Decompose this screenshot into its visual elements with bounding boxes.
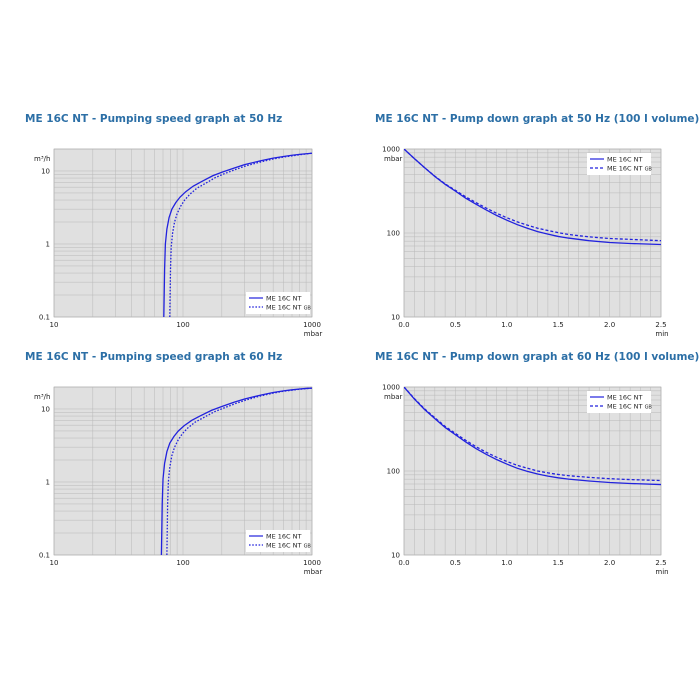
y-tick-label: 0.1 bbox=[39, 314, 50, 322]
x-tick-label: 10 bbox=[50, 559, 59, 567]
x-tick-label: 1.5 bbox=[553, 559, 564, 567]
y-tick-label: 100 bbox=[387, 230, 400, 238]
y-tick-label: 10 bbox=[41, 405, 50, 413]
chart-panel-speed-50: ME 16C NT - Pumping speed graph at 50 Hz… bbox=[25, 113, 365, 338]
y-axis-label: mbar bbox=[384, 393, 403, 401]
legend-label-1: ME 16C NT bbox=[607, 394, 643, 402]
chart-svg: 0.0 0.5 1.0 1.5 2.0 2.5 1000 100 10 min mbar ME 16C… bbox=[382, 384, 668, 577]
y-tick-label: 1000 bbox=[382, 384, 400, 392]
legend-label-1: ME 16C NT bbox=[266, 295, 302, 303]
x-axis-label: mbar bbox=[304, 568, 323, 576]
chart-svg: 0.0 0.5 1.0 1.5 2.0 2.5 1000 100 10 min mbar ME 16C… bbox=[382, 146, 668, 339]
x-axis-label: mbar bbox=[304, 330, 323, 338]
legend-label-2: ME 16C NT GB bbox=[266, 304, 311, 312]
x-tick-label: 1.5 bbox=[553, 321, 564, 329]
y-axis-label: m³/h bbox=[34, 155, 50, 163]
x-tick-label: 1000 bbox=[303, 559, 321, 567]
y-tick-label: 1 bbox=[46, 478, 50, 486]
legend-label-2: ME 16C NT GB bbox=[266, 542, 311, 550]
y-tick-label: 10 bbox=[391, 314, 400, 322]
x-tick-label: 2.5 bbox=[655, 321, 666, 329]
series-line-1 bbox=[404, 387, 661, 486]
y-tick-label: 1 bbox=[46, 240, 50, 248]
legend-label-1: ME 16C NT bbox=[607, 156, 643, 164]
y-tick-label: 100 bbox=[387, 468, 400, 476]
x-tick-label: 100 bbox=[176, 321, 189, 329]
series-line-2 bbox=[404, 387, 661, 482]
x-tick-label: 1.0 bbox=[501, 559, 512, 567]
chart-title: ME 16C NT - Pump down graph at 60 Hz (10… bbox=[375, 351, 700, 363]
x-tick-label: 2.5 bbox=[655, 559, 666, 567]
x-tick-label: 1000 bbox=[303, 321, 321, 329]
y-tick-label: 10 bbox=[41, 167, 50, 175]
chart-title: ME 16C NT - Pumping speed graph at 50 Hz bbox=[25, 113, 283, 125]
legend-label-1: ME 16C NT bbox=[266, 533, 302, 541]
legend-label-2: ME 16C NT GB bbox=[607, 165, 652, 173]
x-tick-label: 10 bbox=[50, 321, 59, 329]
series-line-1 bbox=[160, 387, 312, 555]
series-line-2 bbox=[404, 149, 661, 242]
series-line-2 bbox=[166, 387, 312, 555]
y-axis-label: m³/h bbox=[34, 393, 50, 401]
y-axis-label: mbar bbox=[384, 155, 403, 163]
x-tick-label: 0.0 bbox=[398, 559, 409, 567]
legend-label-2: ME 16C NT GB bbox=[607, 403, 652, 411]
y-tick-label: 0.1 bbox=[39, 552, 50, 560]
chart-panel-speed-60: ME 16C NT - Pumping speed graph at 60 Hz… bbox=[25, 351, 365, 576]
x-tick-label: 1.0 bbox=[501, 321, 512, 329]
x-tick-label: 2.0 bbox=[604, 559, 615, 567]
x-tick-label: 0.5 bbox=[450, 321, 461, 329]
x-axis-label: min bbox=[655, 568, 668, 576]
chart-title: ME 16C NT - Pump down graph at 50 Hz (10… bbox=[375, 113, 700, 125]
y-tick-label: 1000 bbox=[382, 146, 400, 154]
y-tick-label: 10 bbox=[391, 552, 400, 560]
x-axis-label: min bbox=[655, 330, 668, 338]
chart-panel-pumpdown-50: ME 16C NT - Pump down graph at 50 Hz (10… bbox=[375, 113, 700, 338]
x-tick-label: 2.0 bbox=[604, 321, 615, 329]
x-tick-label: 100 bbox=[176, 559, 189, 567]
x-tick-label: 0.0 bbox=[398, 321, 409, 329]
chart-panel-pumpdown-60: ME 16C NT - Pump down graph at 60 Hz (10… bbox=[375, 351, 700, 576]
chart-title: ME 16C NT - Pumping speed graph at 60 Hz bbox=[25, 351, 283, 363]
x-tick-label: 0.5 bbox=[450, 559, 461, 567]
